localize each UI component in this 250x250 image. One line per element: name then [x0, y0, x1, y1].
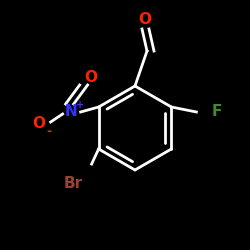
Text: O: O — [32, 116, 45, 132]
Text: O: O — [138, 12, 151, 26]
Text: Br: Br — [64, 176, 83, 192]
Text: +: + — [76, 100, 84, 110]
Text: -: - — [46, 126, 51, 138]
Text: O: O — [84, 70, 97, 84]
Text: N: N — [64, 104, 77, 120]
Text: F: F — [211, 104, 222, 120]
